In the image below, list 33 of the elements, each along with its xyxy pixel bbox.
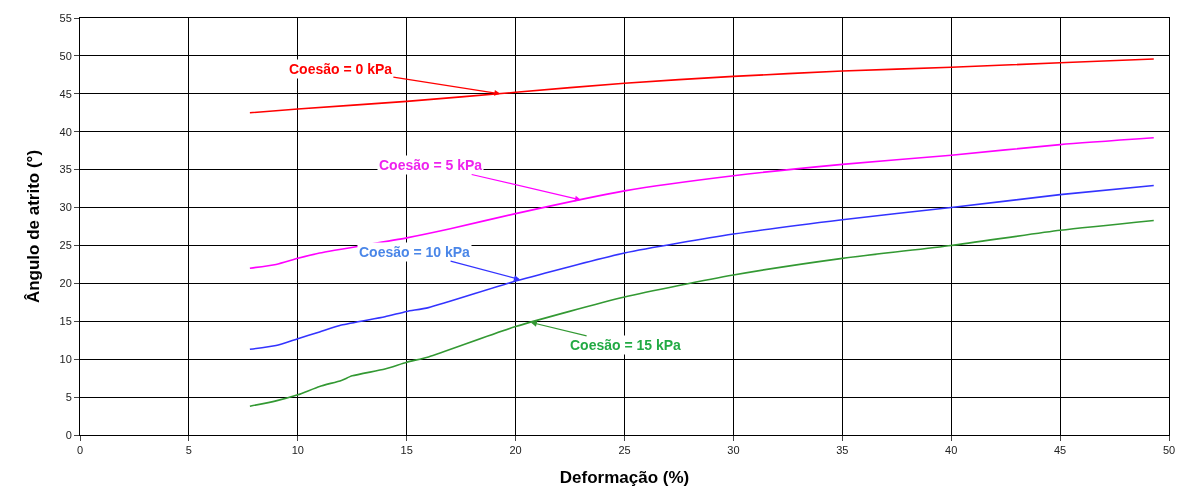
y-tick-label: 5 bbox=[65, 390, 72, 403]
x-tick-label: 20 bbox=[509, 444, 522, 457]
line-series bbox=[249, 58, 1155, 114]
line-series bbox=[249, 219, 1155, 407]
y-tick-label: 0 bbox=[65, 428, 72, 441]
x-tick-label: 30 bbox=[727, 444, 740, 457]
line-series bbox=[249, 136, 1155, 269]
y-tick-label: 50 bbox=[59, 49, 72, 62]
annotation: Coesão = 15 kPa bbox=[570, 337, 682, 353]
y-tick-label: 25 bbox=[59, 239, 72, 252]
y-tick-label: 45 bbox=[59, 87, 72, 100]
y-tick-label: 10 bbox=[59, 353, 72, 366]
y-tick-label: 35 bbox=[59, 163, 72, 176]
y-tick-label: 20 bbox=[59, 277, 72, 290]
annotation: Coesão = 10 kPa bbox=[359, 244, 471, 260]
line-series bbox=[249, 184, 1155, 351]
annotation: Coesão = 5 kPa bbox=[379, 157, 483, 173]
annotation: Coesão = 0 kPa bbox=[289, 61, 393, 77]
x-tick-label: 40 bbox=[945, 444, 958, 457]
x-axis-title: Deformação (%) bbox=[559, 467, 690, 487]
y-tick-label: 15 bbox=[59, 315, 72, 328]
x-tick-label: 15 bbox=[400, 444, 413, 457]
x-tick-label: 35 bbox=[836, 444, 849, 457]
y-tick-label: 30 bbox=[59, 201, 72, 214]
x-tick-label: 0 bbox=[76, 444, 84, 457]
x-tick-label: 10 bbox=[291, 444, 304, 457]
x-tick-label: 25 bbox=[618, 444, 631, 457]
y-axis-title: Ângulo de atrito (°) bbox=[24, 149, 44, 304]
x-tick-label: 45 bbox=[1053, 444, 1067, 457]
x-tick-label: 5 bbox=[185, 444, 192, 457]
y-tick-label: 55 bbox=[59, 11, 72, 24]
y-tick-label: 40 bbox=[59, 125, 72, 138]
x-tick-label: 50 bbox=[1162, 444, 1176, 457]
